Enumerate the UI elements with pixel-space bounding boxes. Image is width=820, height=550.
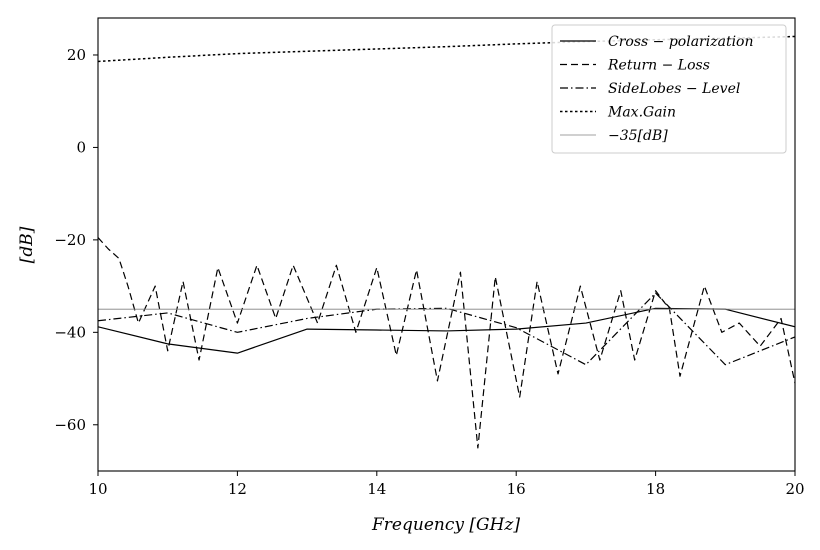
- y-axis-label: [dB]: [17, 226, 37, 263]
- series-line-sidelobes-level-2: [98, 292, 795, 366]
- plot-frame: [97, 17, 796, 472]
- legend-label-max-gain-3: Max.Gain: [607, 105, 676, 121]
- y-tick-label-2: −20: [54, 231, 86, 249]
- y-tick-label-1: 0: [76, 138, 86, 156]
- x-tick-label-2: 14: [367, 480, 386, 498]
- x-tick-label-4: 18: [646, 480, 665, 498]
- y-tick-label-3: −40: [54, 323, 86, 341]
- y-tick-label-4: −60: [54, 416, 86, 434]
- x-axis-label: Frequency [GHz]: [371, 515, 520, 535]
- legend-label-cross-polarization-0: Cross − polarization: [608, 34, 754, 50]
- series-line-cross-polarization-0: [98, 307, 795, 354]
- x-tick-label-3: 16: [507, 480, 526, 498]
- series-line-return-loss-1: [98, 237, 795, 449]
- x-tick-label-1: 12: [228, 480, 247, 498]
- ticks-layer: 10 12 14 16 18 20 20 0 −20 −40 −60: [54, 46, 804, 498]
- x-tick-label-0: 10: [88, 480, 107, 498]
- y-tick-label-0: 20: [67, 46, 86, 64]
- x-tick-label-5: 20: [785, 480, 804, 498]
- legend-box: [551, 24, 787, 154]
- legend-label-return-loss-1: Return − Loss: [607, 58, 710, 74]
- legend-label-sidelobes-level-2: SideLobes − Level: [608, 81, 740, 97]
- legend-label-35-db-4: −35[dB]: [608, 128, 668, 144]
- legend: Cross − polarization Return − Loss SideLob…: [551, 24, 787, 154]
